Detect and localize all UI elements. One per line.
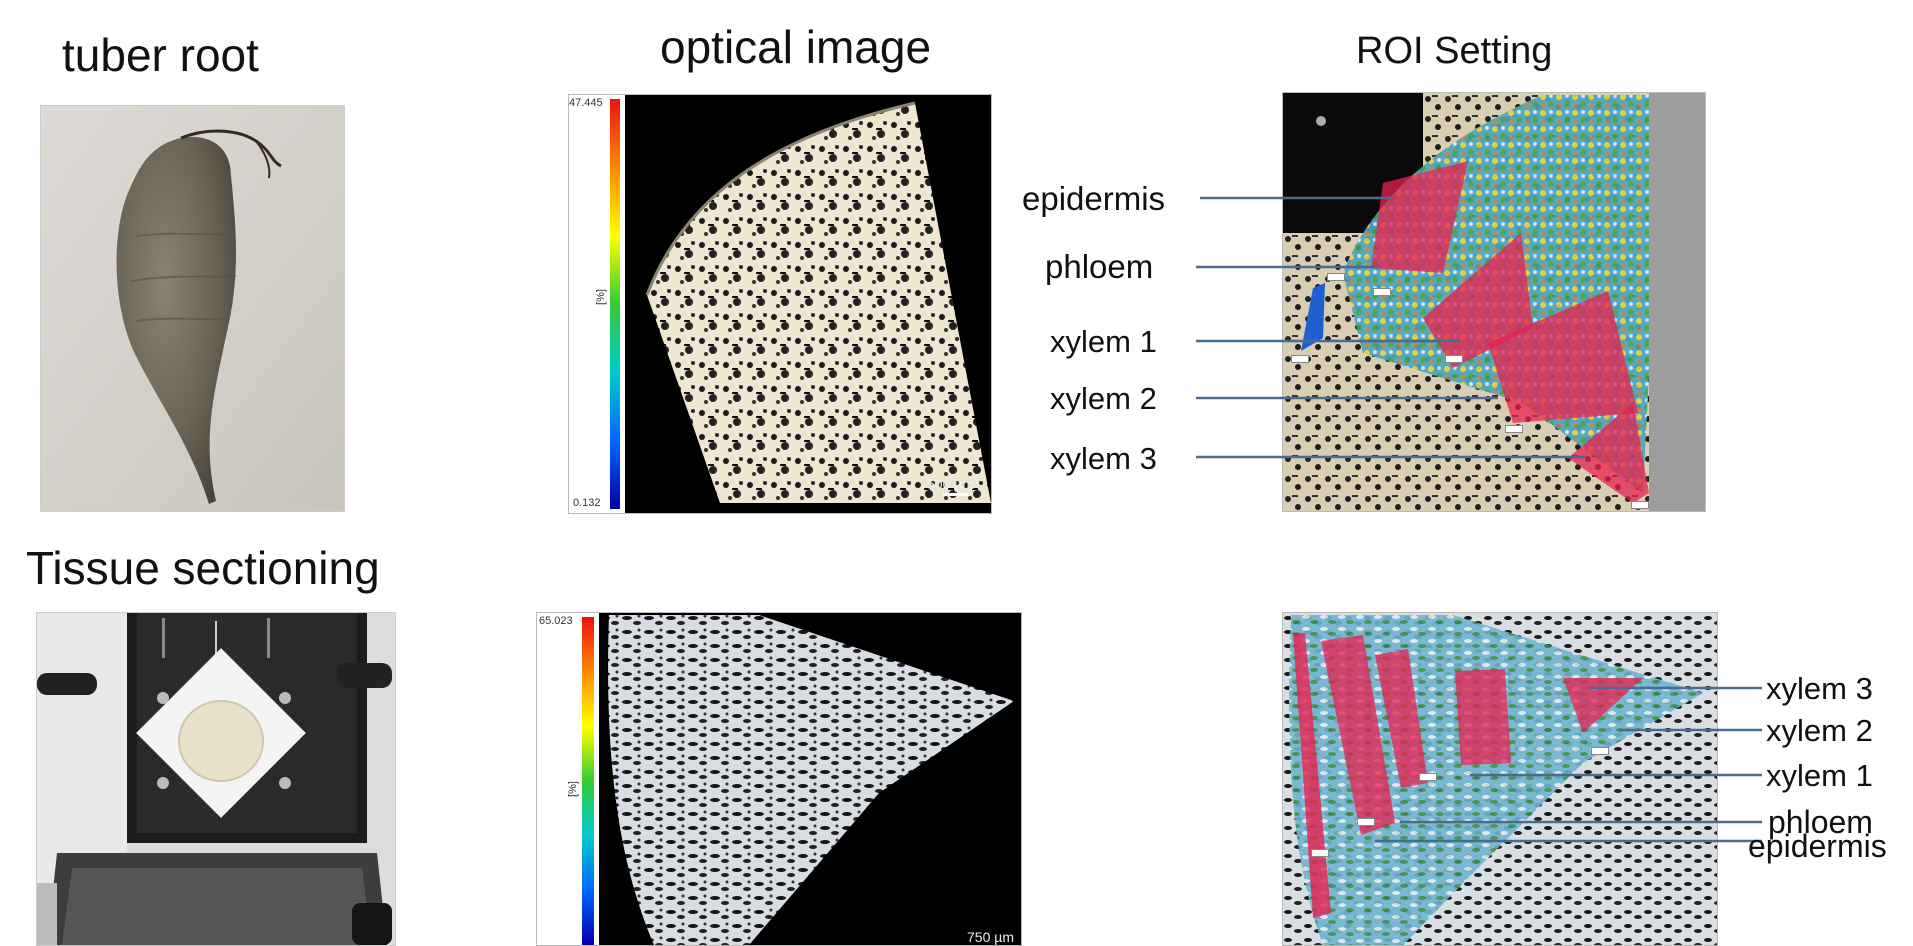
tuber-root-photo	[40, 105, 345, 512]
top-optical-panel: 47.445 0.132 [%] 500 µm	[568, 94, 992, 514]
bottom-roi-label-xylem-1: xylem 1	[1766, 758, 1873, 793]
bottom-optical-panel: 65.023 [%] 750 µm	[536, 612, 1022, 946]
bottom-scale-bar-label: 750 µm	[967, 929, 1014, 945]
title-tuber-root: tuber root	[62, 29, 259, 81]
bottom-roi-label-xylem-2: xylem 2	[1766, 713, 1873, 748]
bottom-colorbar	[582, 617, 594, 945]
bottom-roi-image	[1282, 612, 1718, 946]
top-colorbar	[610, 99, 620, 509]
title-optical-image: optical image	[660, 21, 932, 73]
title-tissue-sectioning: Tissue sectioning	[26, 542, 380, 594]
bottom-roi-label-xylem-3: xylem 3	[1766, 671, 1873, 706]
bottom-roi-label-phloem: phloem	[1768, 804, 1873, 840]
top-roi-label-phloem: phloem	[1045, 248, 1154, 285]
title-roi-setting: ROI Setting	[1356, 30, 1553, 72]
top-roi-image	[1282, 92, 1706, 512]
bottom-roi-label-epidermis: epidermis	[1748, 828, 1887, 864]
top-colorbar-max: 47.445	[569, 97, 603, 109]
top-roi-label-epidermis: epidermis	[1022, 180, 1166, 217]
top-roi-label-xylem-3: xylem 3	[1050, 441, 1157, 476]
top-scale-bar	[943, 493, 969, 496]
top-optical-image: 500 µm	[625, 95, 991, 513]
bottom-optical-image: 750 µm	[599, 613, 1021, 945]
top-colorbar-min: 0.132	[573, 497, 601, 509]
top-scale-bar-label: 500 µm	[927, 476, 974, 492]
tissue-sectioning-photo	[36, 612, 396, 946]
top-roi-label-xylem-2: xylem 2	[1050, 381, 1157, 416]
bottom-colorbar-max: 65.023	[539, 615, 573, 627]
top-roi-label-xylem-1: xylem 1	[1050, 324, 1157, 359]
